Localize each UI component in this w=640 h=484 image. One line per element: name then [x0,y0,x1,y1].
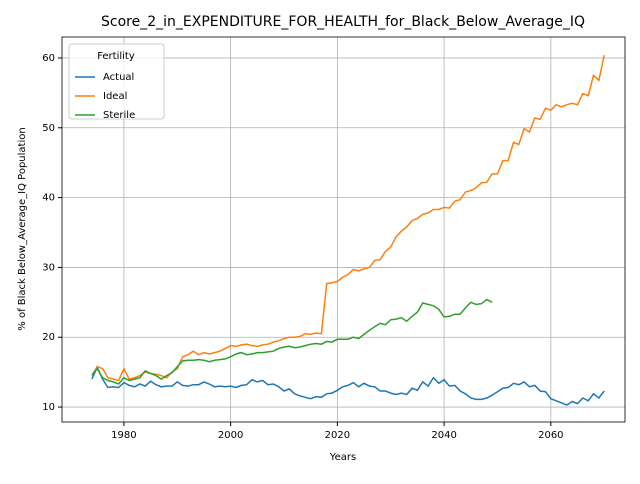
x-tick-label: 1980 [111,430,136,441]
y-tick-label: 60 [42,53,55,64]
x-tick-label: 2060 [538,430,563,441]
x-tick-label: 2020 [325,430,350,441]
legend-label: Sterile [103,110,135,121]
y-tick-label: 20 [42,332,55,343]
y-tick-label: 10 [42,402,55,413]
y-axis-label: % of Black Below_Average_IQ Population [17,127,28,330]
y-tick-label: 40 [42,193,55,204]
y-tick-label: 50 [42,123,55,134]
x-tick-label: 2000 [218,430,243,441]
legend-title: Fertility [97,51,135,62]
series-line [91,298,493,385]
x-tick-label: 2040 [431,430,456,441]
legend-label: Actual [103,72,134,83]
legend-label: Ideal [103,91,127,102]
x-axis-label: Years [329,452,356,463]
series-line [91,55,605,382]
plot-frame [61,36,626,423]
chart-title: Score_2_in_EXPENDITURE_FOR_HEALTH_for_Bl… [101,14,585,30]
legend: Fertility Actual Ideal Sterile [68,43,165,121]
legend-box [68,43,165,120]
series-line [91,365,605,406]
y-tick-label: 30 [42,262,55,273]
